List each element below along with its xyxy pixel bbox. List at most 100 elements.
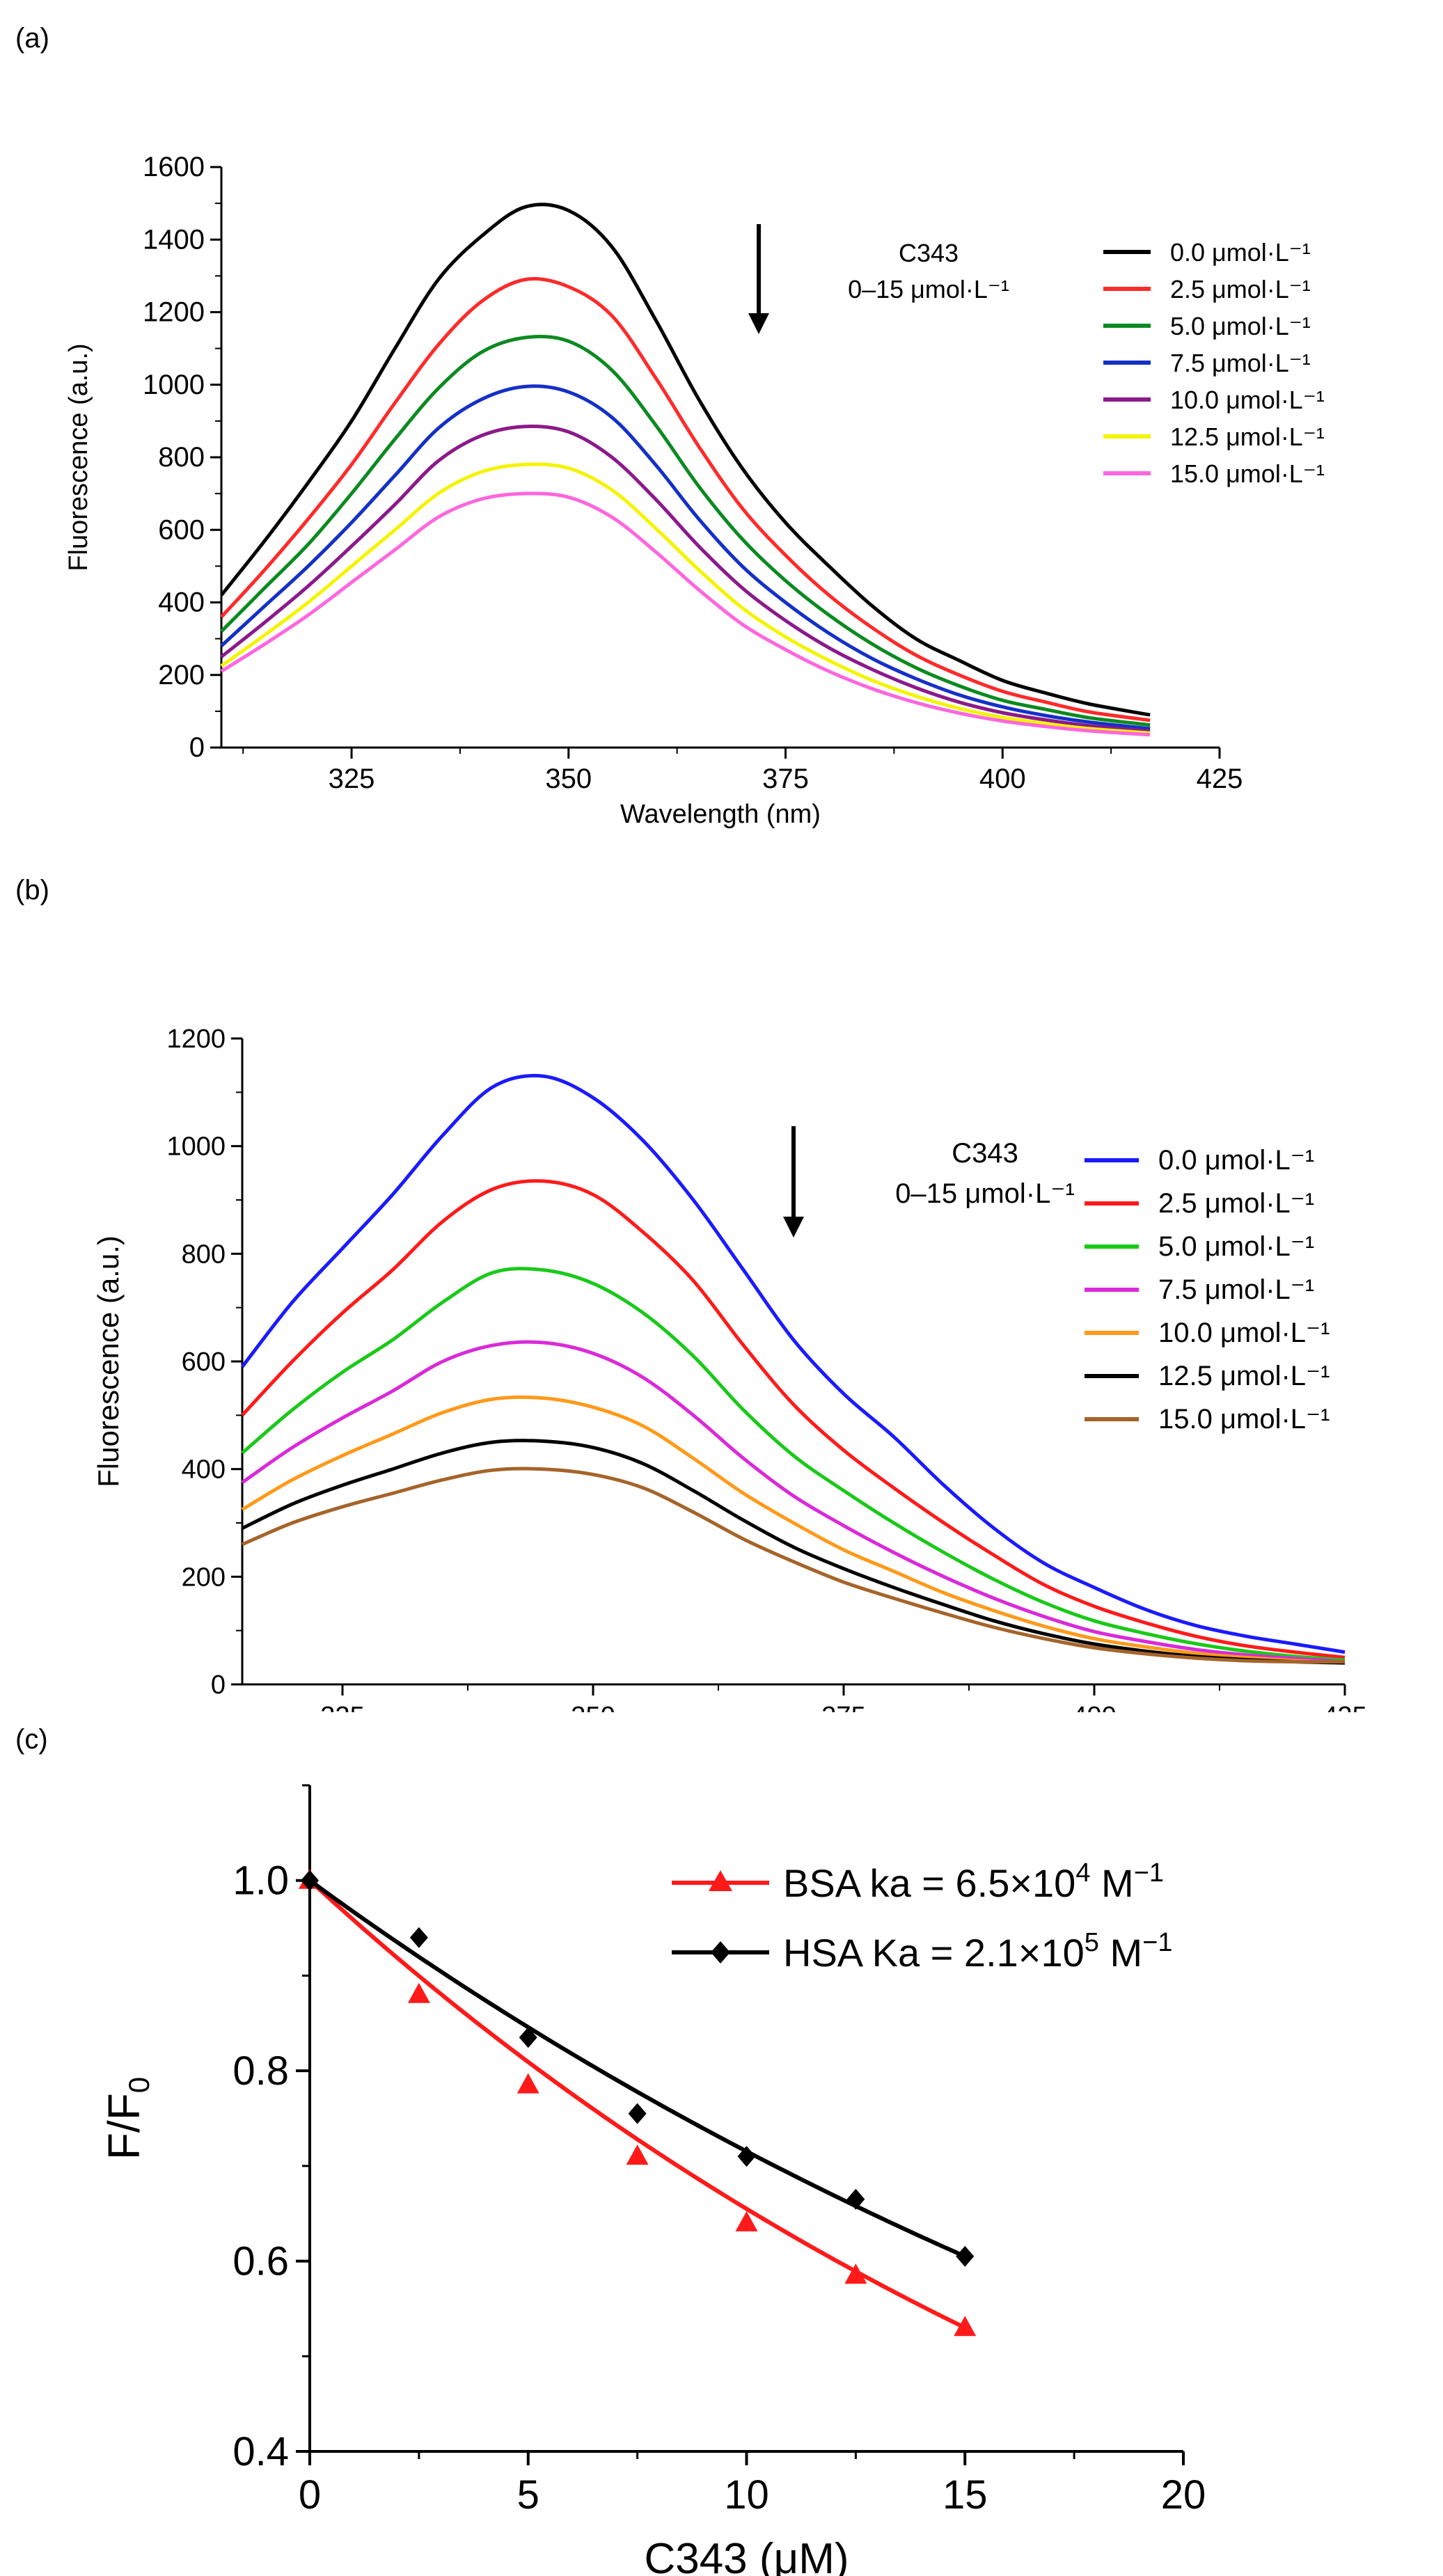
point-hsa-5: [846, 2188, 865, 2210]
series-line-a-3: [220, 384, 1151, 731]
annotation-title-a: C343: [899, 239, 959, 267]
legend-label-b-1: 2.5 μmol·L⁻¹: [1158, 1188, 1314, 1219]
y-tick-label-b: 600: [182, 1348, 226, 1377]
y-tick-label-b: 400: [182, 1455, 226, 1485]
legend-label-a-5: 12.5 μmol·L⁻¹: [1170, 422, 1325, 451]
legend-label-hsa: HSA Ka = 2.1×105 M−1: [783, 1928, 1172, 1975]
y-axis-label-c: F/F0: [99, 2077, 155, 2160]
legend-label-b-6: 15.0 μmol·L⁻¹: [1158, 1404, 1330, 1435]
chart-a-svg: (a) 0 200 400 600 800 1000 1200 1400 1600 325 350 3…: [15, 23, 1325, 829]
series-line-a-6: [220, 491, 1151, 737]
x-tick-label-a: 375: [762, 764, 809, 794]
series-line-b-6: [242, 1467, 1346, 1664]
chart-c-svg: (c) 0.4 0.6 0.8 1.0 0 5 10 15 20 C343 (μM) F/F0 BSA…: [15, 1724, 1206, 2576]
point-hsa-0: [301, 1870, 319, 1891]
legend-label-b-0: 0.0 μmol·L⁻¹: [1158, 1145, 1314, 1176]
y-tick-label-c: 0.6: [232, 2239, 289, 2284]
y-axis-label-a: Fluorescence (a.u.): [64, 343, 93, 571]
chart-b-svg: (b) 0 200 400 600 800 1000 1200 325 350 375 400 425…: [15, 875, 1367, 1712]
x-tick-label-b: 425: [1323, 1702, 1366, 1712]
annotation-range-a: 0–15 μmol·L⁻¹: [848, 275, 1009, 303]
series-line-a-1: [220, 277, 1151, 722]
legend-label-a-3: 7.5 μmol·L⁻¹: [1170, 349, 1311, 377]
x-tick-label-a: 425: [1197, 764, 1243, 794]
series-line-b-5: [241, 1439, 1346, 1665]
x-tick-label-a: 325: [329, 764, 375, 794]
point-bsa-1: [407, 1982, 430, 2003]
y-tick-label-a: 800: [158, 442, 205, 473]
series-line-a-2: [220, 334, 1151, 727]
legend-label-b-2: 5.0 μmol·L⁻¹: [1158, 1231, 1314, 1262]
panel-label-b: (b): [15, 875, 49, 906]
y-tick-label-c: 0.8: [232, 2048, 289, 2094]
y-tick-label-b: 200: [182, 1563, 226, 1592]
series-line-b-3: [241, 1340, 1346, 1664]
x-tick-label-b: 350: [571, 1702, 615, 1712]
point-hsa-3: [628, 2103, 647, 2124]
x-tick-label-a: 350: [545, 764, 592, 794]
panel-a: (a) 0 200 400 600 800 1000 1200 1400 1600 325 350 3…: [0, 0, 1443, 856]
series-line-b-1: [241, 1179, 1346, 1659]
quench-arrow-head-b: [783, 1217, 804, 1238]
y-tick-label-a: 0: [189, 732, 205, 763]
y-tick-label-a: 400: [158, 587, 205, 618]
annotation-title-b: C343: [952, 1138, 1018, 1169]
legend-label-b-4: 10.0 μmol·L⁻¹: [1158, 1318, 1330, 1348]
y-tick-label-a: 1600: [143, 152, 205, 182]
series-line-a-4: [220, 424, 1151, 733]
legend-label-a-1: 2.5 μmol·L⁻¹: [1170, 275, 1311, 303]
panel-b: (b) 0 200 400 600 800 1000 1200 325 350 375 400 425…: [0, 856, 1443, 1712]
y-tick-label-c: 1.0: [232, 1858, 289, 1904]
y-tick-label-a: 1400: [143, 224, 205, 255]
x-tick-label-c: 5: [517, 2472, 539, 2518]
x-tick-label-c: 15: [943, 2472, 988, 2518]
x-tick-label-b: 325: [320, 1702, 364, 1712]
point-bsa-3: [626, 2144, 649, 2165]
point-hsa-1: [409, 1927, 428, 1948]
point-hsa-6: [956, 2245, 975, 2267]
y-tick-label-c: 0.4: [232, 2429, 289, 2474]
y-tick-label-a: 200: [158, 660, 205, 690]
y-tick-label-a: 1200: [143, 297, 205, 328]
legend-label-a-4: 10.0 μmol·L⁻¹: [1170, 386, 1325, 414]
x-tick-label-b: 375: [821, 1702, 865, 1712]
x-tick-label-a: 400: [979, 764, 1026, 794]
series-line-b-4: [241, 1395, 1346, 1665]
point-bsa-4: [735, 2211, 758, 2231]
x-tick-label-b: 400: [1072, 1702, 1116, 1712]
y-tick-label-a: 600: [158, 514, 205, 545]
x-axis-label-a: Wavelength (nm): [620, 800, 821, 829]
point-hsa-4: [737, 2146, 756, 2167]
annotation-range-b: 0–15 μmol·L⁻¹: [895, 1178, 1075, 1209]
y-axis-label-b: Fluorescence (a.u.): [92, 1235, 125, 1487]
legend-label-a-2: 5.0 μmol·L⁻¹: [1170, 312, 1311, 340]
series-line-b-0: [241, 1073, 1346, 1654]
legend-marker-bsa: [709, 1870, 732, 1891]
legend-label-a-0: 0.0 μmol·L⁻¹: [1170, 238, 1311, 267]
point-bsa-6: [954, 2316, 977, 2337]
y-tick-label-b: 800: [182, 1240, 226, 1269]
series-line-a-0: [220, 203, 1151, 717]
point-bsa-2: [517, 2073, 539, 2094]
quench-arrow-head-a: [748, 313, 769, 334]
legend-label-bsa: BSA ka = 6.5×104 M−1: [783, 1858, 1164, 1905]
legend-label-b-3: 7.5 μmol·L⁻¹: [1158, 1274, 1314, 1305]
panel-c: (c) 0.4 0.6 0.8 1.0 0 5 10 15 20 C343 (μM) F/F0 BSA…: [0, 1712, 1443, 2576]
panel-label-a: (a): [15, 23, 49, 54]
x-tick-label-c: 10: [724, 2472, 769, 2518]
legend-label-a-6: 15.0 μmol·L⁻¹: [1170, 459, 1325, 488]
x-tick-label-c: 0: [299, 2472, 321, 2518]
panel-label-c: (c): [15, 1724, 48, 1755]
y-tick-label-b: 1000: [166, 1132, 226, 1162]
point-hsa-2: [519, 2027, 537, 2048]
y-tick-label-b: 0: [211, 1670, 226, 1700]
y-tick-label-b: 1200: [166, 1025, 226, 1054]
x-axis-label-c: C343 (μM): [644, 2535, 849, 2576]
point-bsa-5: [844, 2263, 867, 2284]
x-tick-label-c: 20: [1161, 2472, 1206, 2518]
legend-label-b-5: 12.5 μmol·L⁻¹: [1158, 1361, 1330, 1391]
y-tick-label-a: 1000: [143, 370, 205, 400]
series-line-a-5: [220, 462, 1151, 735]
series-line-b-2: [241, 1267, 1346, 1662]
legend-marker-hsa: [711, 1941, 730, 1963]
